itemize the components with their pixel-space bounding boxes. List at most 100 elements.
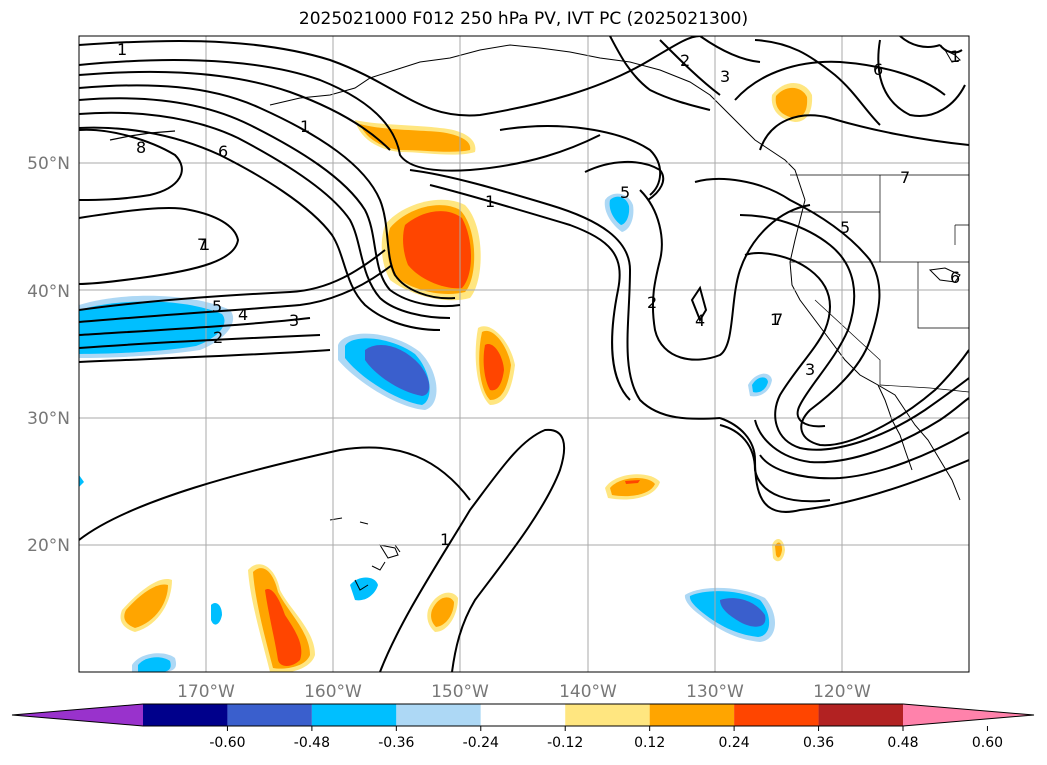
pv-contour xyxy=(79,317,311,336)
pv-contour xyxy=(694,178,969,447)
colorbar-tick-label: -0.24 xyxy=(463,735,499,751)
contour-label: 4 xyxy=(238,305,248,324)
pv-contour xyxy=(79,249,386,311)
contour-label: 1 xyxy=(485,192,495,211)
colorbar-outline xyxy=(11,703,1035,727)
colorbar-tick-label: -0.48 xyxy=(294,735,330,751)
pv-contour xyxy=(409,169,721,420)
pv-contour xyxy=(79,36,701,117)
pv-contour xyxy=(79,97,461,308)
positive-anomaly-patch xyxy=(775,87,808,118)
contour-label: 3 xyxy=(720,67,730,86)
pv-contour xyxy=(79,70,391,151)
map-plot-area: 1 1 1 1 1 1 1 2 2 2 3 3 3 4 4 5 5 5 6 6 … xyxy=(79,36,969,672)
colorbar-segment xyxy=(480,704,566,726)
pv-contour xyxy=(79,349,331,363)
pv-contour xyxy=(939,44,963,54)
pv-contour xyxy=(79,206,240,285)
contour-label: 5 xyxy=(212,297,222,316)
positive-anomaly-patch xyxy=(124,584,168,628)
lat-label-20n: 20°N xyxy=(27,536,70,556)
coastline xyxy=(329,517,399,559)
colorbar-segment xyxy=(649,704,735,726)
lon-label-140w: 140°W xyxy=(559,682,617,702)
pv-contour xyxy=(734,60,946,101)
negative-anomaly-patch xyxy=(79,475,84,487)
lon-label-170w: 170°W xyxy=(177,682,235,702)
contour-label: 1 xyxy=(440,530,450,549)
map-title: 2025021000 F012 250 hPa PV, IVT PC (2025… xyxy=(298,9,749,29)
pv-contour xyxy=(719,417,969,513)
colorbar-segment xyxy=(143,704,228,726)
colorbar-tick-label: 0.36 xyxy=(803,735,834,751)
negative-anomaly-patch xyxy=(211,603,222,625)
pv-contour xyxy=(79,84,456,300)
positive-anomaly-patch xyxy=(403,211,471,289)
pv-contour xyxy=(754,39,881,126)
contour-label: 2 xyxy=(647,293,657,312)
pv-contours xyxy=(79,36,969,672)
negative-anomaly-patch xyxy=(720,598,766,627)
pv-contour xyxy=(429,184,631,401)
pv-contour xyxy=(690,285,708,323)
contour-label: 1 xyxy=(950,47,960,66)
colorbar-tick-label: -0.36 xyxy=(378,735,414,751)
contour-label: 5 xyxy=(840,218,850,237)
contour-label: 5 xyxy=(620,183,630,202)
pv-contour xyxy=(759,431,969,480)
negative-anomaly-patch xyxy=(365,345,430,396)
pv-contour xyxy=(79,111,451,319)
pv-contour xyxy=(759,114,969,151)
ivt-shading xyxy=(79,82,813,672)
colorbar-segment xyxy=(311,704,397,726)
lon-label-150w: 150°W xyxy=(431,682,489,702)
pv-contour xyxy=(79,446,471,541)
colorbar-segment xyxy=(227,704,312,726)
colorbar-segment xyxy=(818,704,903,726)
positive-anomaly-patch xyxy=(360,124,471,152)
pv-contour xyxy=(609,36,711,111)
pv-contour xyxy=(744,252,969,451)
negative-anomaly-patch xyxy=(609,196,630,225)
map-frame xyxy=(78,35,970,673)
pv-contour xyxy=(379,428,566,672)
colorbar-tick-label: -0.12 xyxy=(547,735,583,751)
coastline xyxy=(943,48,961,63)
contour-label: 1 xyxy=(770,310,780,329)
positive-anomaly-patch xyxy=(431,597,454,627)
pv-contour xyxy=(584,161,665,201)
pv-contour xyxy=(754,397,969,464)
contour-label: 6 xyxy=(950,268,960,287)
contour-label: 1 xyxy=(200,235,210,254)
contour-label: 3 xyxy=(805,360,815,379)
contour-label: 2 xyxy=(213,328,223,347)
colorbar-segment xyxy=(396,704,481,726)
state-border xyxy=(814,299,881,385)
coastline xyxy=(928,267,961,283)
pv-contour xyxy=(79,264,393,323)
contour-label: 8 xyxy=(136,138,146,157)
contour-label: 3 xyxy=(289,311,299,330)
contour-label: 7 xyxy=(197,235,207,254)
positive-anomaly-patch xyxy=(265,589,302,666)
lon-label-120w: 120°W xyxy=(813,682,871,702)
colorbar-tick-label: -0.60 xyxy=(209,735,245,751)
contour-labels: 1 1 1 1 1 1 1 2 2 2 3 3 3 4 4 5 5 5 6 6 … xyxy=(117,40,960,549)
contour-label: 1 xyxy=(300,117,310,136)
positive-anomaly-patch xyxy=(483,344,504,391)
state-border xyxy=(917,262,969,329)
pv-contour xyxy=(899,36,941,48)
contour-label: 7 xyxy=(773,310,783,329)
colorbar-tick-label: 0.24 xyxy=(719,735,750,751)
colorbar-tick-label: 0.12 xyxy=(634,735,665,751)
pv-contour xyxy=(659,39,721,96)
colorbar-segment xyxy=(734,704,819,726)
colorbar-tick-label: 0.60 xyxy=(972,735,1003,751)
colorbar-extend-max xyxy=(903,704,1034,726)
contour-label: 1 xyxy=(117,40,127,59)
contour-label: 4 xyxy=(695,311,705,330)
colorbar-extend-min xyxy=(12,704,143,726)
gridlines xyxy=(79,36,969,672)
lon-label-160w: 160°W xyxy=(304,682,362,702)
